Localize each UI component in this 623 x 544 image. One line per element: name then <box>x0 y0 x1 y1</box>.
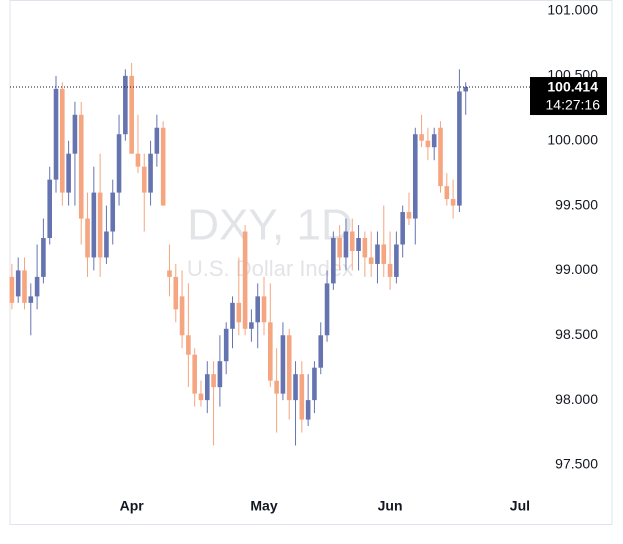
frame <box>9 0 613 525</box>
candle-body <box>324 283 330 336</box>
candle-body <box>230 302 235 329</box>
candle-body <box>204 374 210 401</box>
candle-body <box>255 296 261 323</box>
y-tick-label: 99.500 <box>555 196 598 212</box>
candle-body <box>141 166 147 193</box>
candle-body <box>179 296 185 336</box>
candle-body <box>312 367 317 401</box>
y-tick-label: 101.000 <box>547 2 598 18</box>
y-tick-label: 97.500 <box>555 456 598 472</box>
candle-body <box>242 231 248 329</box>
candle-body <box>15 270 21 297</box>
candle-body <box>173 276 179 310</box>
candle-body <box>9 276 15 303</box>
candle-body <box>236 302 242 323</box>
candle-body <box>261 296 267 323</box>
candle-body <box>394 244 399 277</box>
candle-body <box>419 134 424 141</box>
x-tick-label: May <box>250 498 277 514</box>
y-tick-label: 98.500 <box>555 326 598 342</box>
candle-body <box>34 276 40 297</box>
y-tick-label: 100.000 <box>547 131 598 147</box>
x-tick-label: Jun <box>378 498 403 514</box>
candle-body <box>425 140 431 148</box>
candle-body <box>72 114 78 154</box>
candle-body <box>116 134 122 193</box>
candle-body <box>406 212 412 219</box>
candle-body <box>154 127 160 154</box>
candle-body <box>387 263 393 277</box>
candle-body <box>192 354 197 394</box>
candle-body <box>356 237 361 251</box>
candle-body <box>53 88 59 180</box>
candle-body <box>286 335 292 401</box>
last-price-box <box>530 77 607 116</box>
y-tick-label: 99.000 <box>555 261 598 277</box>
candle-body <box>78 114 84 219</box>
candle-body <box>148 153 153 193</box>
candle-body <box>337 237 342 258</box>
candle-body <box>211 374 216 388</box>
candle-body <box>123 75 128 135</box>
candle-body <box>299 374 305 420</box>
candle-body <box>280 335 286 394</box>
candle-body <box>444 186 450 200</box>
candle-body <box>91 192 97 258</box>
candle-body <box>381 244 387 264</box>
candle-body <box>450 199 456 206</box>
candle-body <box>343 231 349 258</box>
x-tick-label: Apr <box>120 498 145 514</box>
candle-body <box>249 322 254 329</box>
candle-body <box>362 237 368 258</box>
last-time-label: 14:27:16 <box>546 97 601 113</box>
candle-body <box>97 192 103 258</box>
candle-body <box>217 361 223 388</box>
candle-body <box>375 244 380 264</box>
last-price-label: 100.414 <box>547 79 598 95</box>
candle-body <box>463 87 469 92</box>
candle-body <box>22 270 27 303</box>
candle-body <box>129 75 134 154</box>
candle-body <box>198 393 204 401</box>
candle-body <box>318 335 324 368</box>
candle-body <box>186 335 191 355</box>
candle-body <box>167 270 172 277</box>
candle-body <box>400 212 405 245</box>
candle-body <box>349 231 355 251</box>
candle-body <box>305 400 311 420</box>
x-tick-label: Jul <box>510 498 530 514</box>
candle-body <box>293 374 298 401</box>
candle-body <box>431 134 437 148</box>
watermark: DXY, 1D <box>187 201 353 250</box>
candle-body <box>85 218 90 258</box>
y-tick-label: 98.000 <box>555 391 598 407</box>
candle-body <box>104 231 109 258</box>
candle-body <box>412 134 418 219</box>
candle-body <box>368 257 374 264</box>
watermark-subtitle: U.S. Dollar Index <box>187 256 353 281</box>
candle-body <box>331 237 336 284</box>
candle-body <box>60 88 65 193</box>
candle-body <box>160 127 166 206</box>
candle-body <box>438 127 443 187</box>
candle-body <box>268 322 273 381</box>
candle-body <box>223 328 229 362</box>
candle-body <box>457 91 462 206</box>
candle-body <box>28 296 34 303</box>
candle-body <box>41 237 46 277</box>
candle-body <box>47 179 53 238</box>
candle-body <box>135 153 141 167</box>
candle-body <box>110 192 116 232</box>
candle-body <box>274 380 279 394</box>
candle-body <box>66 153 71 193</box>
